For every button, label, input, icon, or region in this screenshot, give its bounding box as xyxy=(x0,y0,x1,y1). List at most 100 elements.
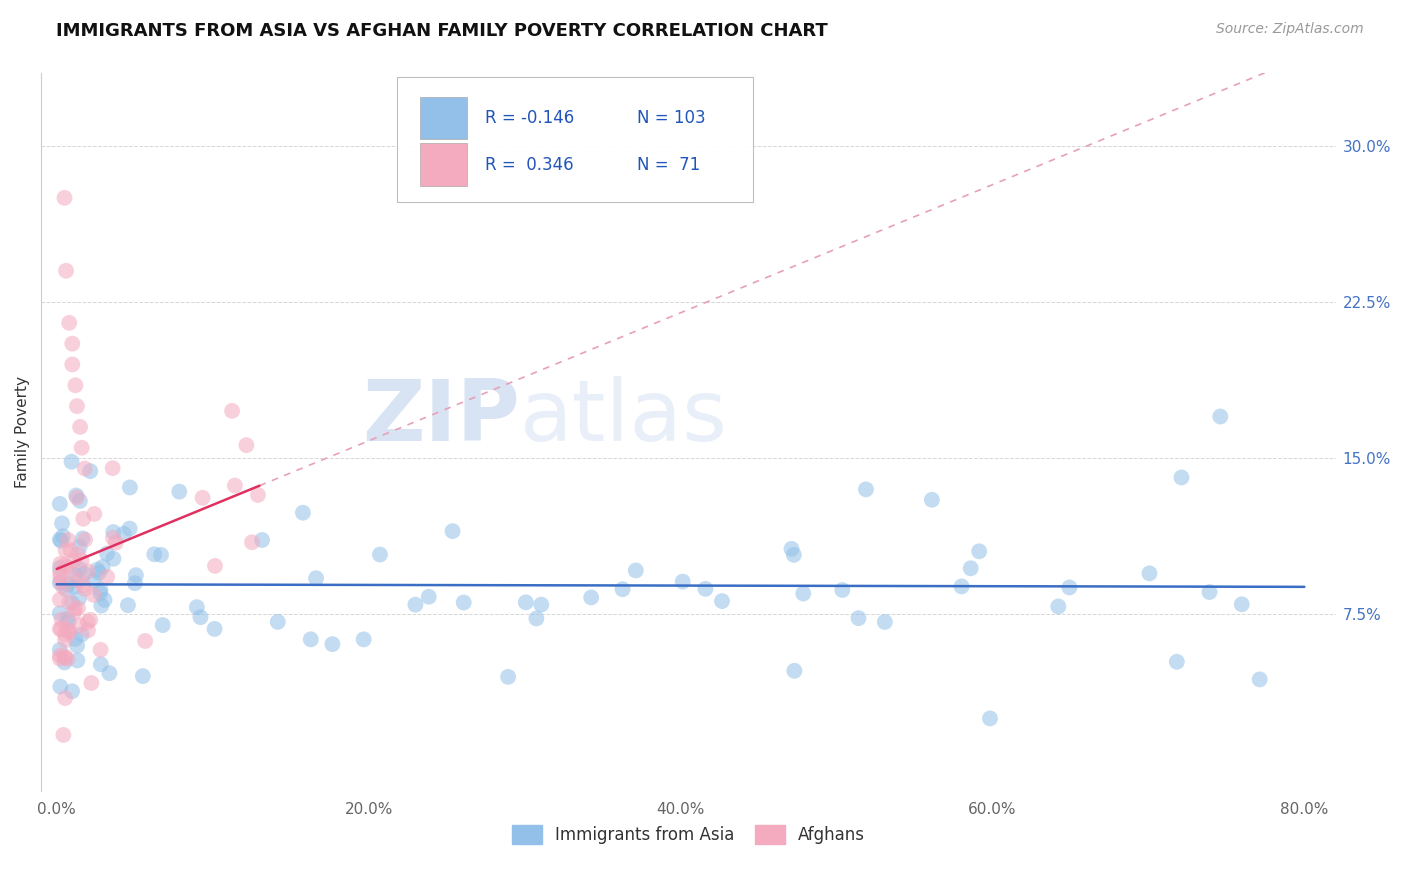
Point xyxy=(224,478,246,492)
Point xyxy=(89,586,111,600)
Point xyxy=(96,570,118,584)
Text: Source: ZipAtlas.com: Source: ZipAtlas.com xyxy=(1216,22,1364,37)
Point xyxy=(63,602,86,616)
Point xyxy=(60,336,83,351)
Text: R = -0.146: R = -0.146 xyxy=(485,109,575,128)
Point xyxy=(103,524,125,539)
Point xyxy=(101,461,124,475)
Point xyxy=(56,533,79,547)
Point xyxy=(921,492,943,507)
Point xyxy=(52,529,75,543)
Point xyxy=(305,571,328,585)
Point xyxy=(66,601,89,615)
Point xyxy=(246,488,269,502)
Point xyxy=(79,613,101,627)
Point xyxy=(117,598,139,612)
Point xyxy=(49,570,72,584)
Point xyxy=(49,642,72,657)
Point xyxy=(53,649,76,664)
Point xyxy=(53,558,76,572)
Text: N =  71: N = 71 xyxy=(637,156,700,174)
Point xyxy=(118,480,141,494)
Point xyxy=(515,595,537,609)
Point xyxy=(959,561,981,575)
Point xyxy=(321,637,343,651)
Point xyxy=(191,491,214,505)
Point xyxy=(65,568,87,582)
Point xyxy=(60,596,83,610)
Point xyxy=(65,632,87,646)
Point xyxy=(70,553,93,567)
Point xyxy=(855,483,877,497)
Point xyxy=(67,574,90,588)
Point xyxy=(672,574,695,589)
Point xyxy=(60,358,83,372)
Point xyxy=(967,544,990,558)
Point xyxy=(132,669,155,683)
Point xyxy=(530,598,553,612)
Point xyxy=(60,566,83,580)
Point xyxy=(848,611,870,625)
Point xyxy=(63,606,86,620)
Point xyxy=(63,553,86,567)
Point xyxy=(524,611,547,625)
Point xyxy=(51,613,73,627)
Point xyxy=(1047,599,1070,614)
Point xyxy=(612,582,634,597)
Point xyxy=(441,524,464,538)
Point xyxy=(77,624,100,638)
Text: N = 103: N = 103 xyxy=(637,109,706,128)
Point xyxy=(52,728,75,742)
FancyBboxPatch shape xyxy=(420,96,467,139)
Point xyxy=(55,264,77,278)
Point xyxy=(58,595,80,609)
Point xyxy=(496,670,519,684)
Point xyxy=(49,566,72,580)
Point xyxy=(1139,566,1161,581)
Point xyxy=(69,420,91,434)
Point xyxy=(67,562,90,576)
Point xyxy=(76,615,98,629)
Point xyxy=(59,543,82,558)
Point xyxy=(250,533,273,547)
Point xyxy=(240,535,263,549)
Point xyxy=(82,574,104,588)
Point xyxy=(63,580,86,594)
Point xyxy=(79,464,101,478)
Point xyxy=(58,624,80,639)
Point xyxy=(69,494,91,508)
Point xyxy=(186,600,208,615)
Point xyxy=(70,627,93,641)
Point xyxy=(353,632,375,647)
Point xyxy=(1059,581,1081,595)
Text: atlas: atlas xyxy=(520,376,728,459)
Point xyxy=(77,565,100,579)
Point xyxy=(112,526,135,541)
Point xyxy=(66,399,89,413)
Point xyxy=(624,564,647,578)
Point xyxy=(66,653,89,667)
Text: IMMIGRANTS FROM ASIA VS AFGHAN FAMILY POVERTY CORRELATION CHART: IMMIGRANTS FROM ASIA VS AFGHAN FAMILY PO… xyxy=(56,22,828,40)
Point xyxy=(73,461,96,475)
Point xyxy=(49,651,72,665)
Point xyxy=(52,580,75,594)
Point xyxy=(83,588,105,602)
Point xyxy=(950,579,973,593)
Point xyxy=(83,507,105,521)
Point xyxy=(235,438,257,452)
Point xyxy=(152,618,174,632)
Point xyxy=(118,522,141,536)
Point xyxy=(98,666,121,681)
Point xyxy=(979,711,1001,725)
Point xyxy=(93,593,115,607)
Point xyxy=(780,541,803,556)
Point xyxy=(72,578,94,592)
Point xyxy=(579,591,602,605)
Point xyxy=(55,560,77,574)
Point xyxy=(70,441,93,455)
Point xyxy=(1170,470,1192,484)
Point xyxy=(66,491,89,505)
Point xyxy=(49,533,72,547)
Point xyxy=(96,547,118,561)
Point xyxy=(72,532,94,546)
